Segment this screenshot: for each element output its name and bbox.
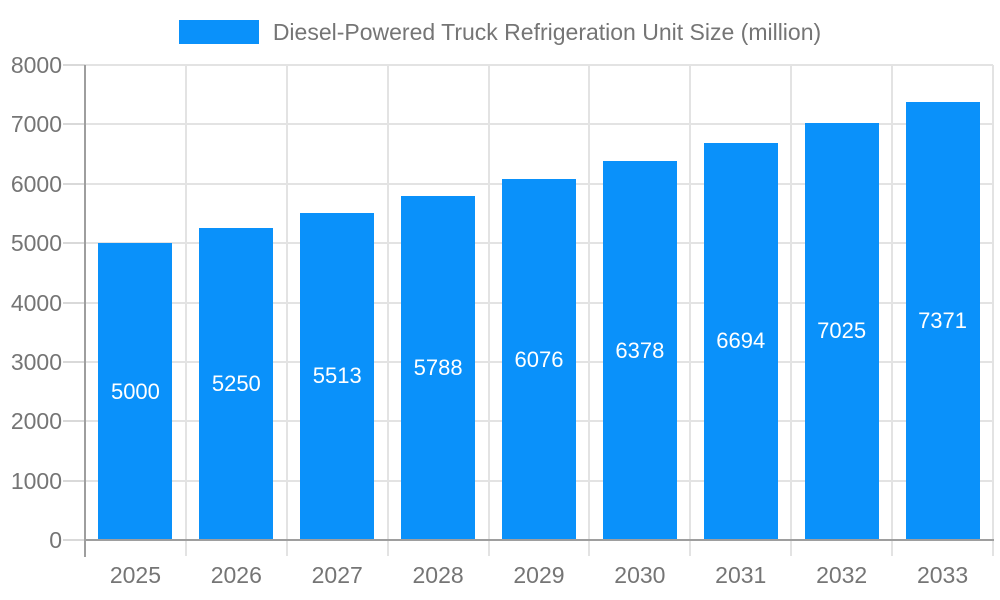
bar	[98, 243, 173, 539]
y-tick-label: 8000	[10, 52, 62, 78]
bar-value-label: 5000	[110, 378, 160, 404]
x-tick-label: 2030	[614, 562, 666, 588]
bar-value-label: 6694	[716, 328, 766, 354]
bar-value-label: 5788	[413, 355, 463, 381]
bar	[804, 122, 879, 539]
grid-line-vertical	[891, 65, 894, 556]
bar	[905, 102, 980, 539]
y-axis-tick	[63, 123, 85, 126]
y-tick-label: 6000	[10, 170, 62, 197]
y-axis-tick	[63, 64, 85, 66]
grid-line-vertical	[487, 65, 490, 556]
bar	[703, 142, 778, 539]
y-tick-label: 4000	[10, 289, 62, 316]
grid-line-horizontal	[85, 123, 993, 126]
x-tick-label: 2026	[210, 562, 262, 588]
bar	[401, 196, 476, 539]
y-tick-label: 0	[49, 527, 62, 553]
grid-line-vertical	[992, 65, 994, 556]
x-axis-line	[84, 539, 994, 541]
x-tick-label: 2033	[916, 562, 969, 588]
legend-swatch	[178, 20, 259, 44]
chart-legend: Diesel-Powered Truck Refrigeration Unit …	[0, 18, 1000, 46]
bar	[199, 228, 274, 539]
x-tick-label: 2028	[412, 562, 464, 588]
bar-value-label: 7025	[817, 318, 867, 344]
y-axis-tick	[63, 242, 85, 245]
y-tick-label: 7000	[10, 111, 62, 138]
grid-line-vertical	[285, 65, 288, 556]
grid-line-vertical	[790, 65, 793, 556]
grid-line-horizontal	[85, 64, 993, 66]
y-tick-label: 1000	[10, 467, 62, 494]
legend-series-label: Diesel-Powered Truck Refrigeration Unit …	[272, 19, 822, 45]
y-axis-tick	[63, 182, 85, 185]
bar-value-label: 6076	[514, 346, 564, 372]
y-axis-tick	[63, 360, 85, 363]
grid-line-vertical	[689, 65, 692, 556]
y-tick-label: 2000	[10, 408, 62, 435]
y-tick-label: 3000	[10, 348, 62, 375]
bar-value-label: 5250	[211, 371, 261, 397]
y-tick-label: 5000	[10, 230, 62, 257]
y-axis-tick	[63, 479, 85, 482]
grid-line-vertical	[588, 65, 591, 556]
grid-line-vertical	[386, 65, 389, 556]
x-tick-label: 2025	[109, 562, 162, 588]
x-tick-label: 2032	[816, 562, 868, 588]
x-tick-label: 2029	[513, 562, 565, 588]
y-axis-tick	[63, 301, 85, 304]
bar	[602, 161, 677, 539]
bar-value-label: 7371	[918, 308, 968, 334]
bar	[502, 179, 576, 539]
y-axis-tick	[63, 539, 85, 541]
x-tick-label: 2031	[715, 562, 767, 588]
y-axis-tick	[63, 420, 85, 423]
grid-line-vertical	[184, 65, 187, 556]
y-axis-line	[84, 65, 86, 557]
bar-value-label: 5513	[312, 363, 362, 389]
bar	[300, 212, 375, 539]
x-tick-label: 2027	[311, 562, 363, 588]
bar-value-label: 6378	[615, 337, 665, 363]
